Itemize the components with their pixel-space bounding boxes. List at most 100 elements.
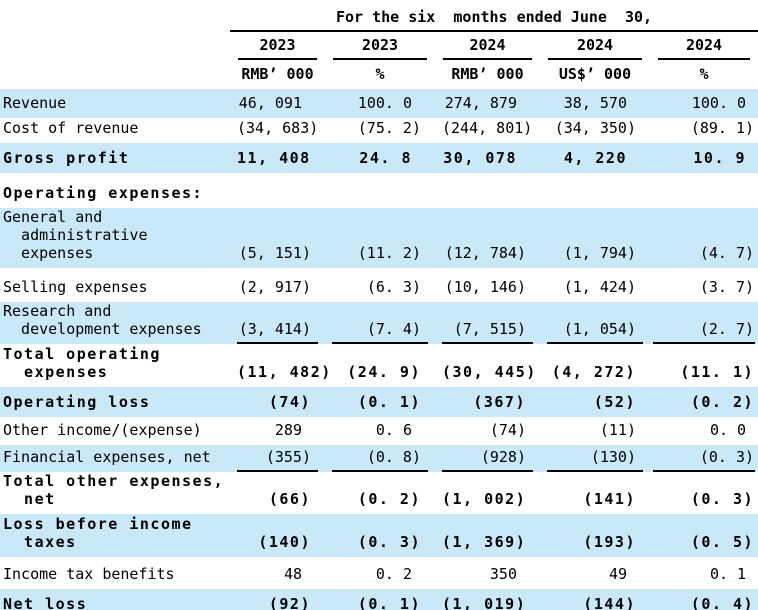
cell-value: (1, 002) <box>442 490 527 508</box>
year-header: 2024 <box>443 36 532 60</box>
cell-value: (30, 445) <box>442 363 537 381</box>
cell-value: (7, 515) <box>442 320 533 344</box>
table-row-other-income-expense: Other income/(expense) 289 0. 6 (74) (11… <box>0 417 758 445</box>
table-row-research-development: Research and development expenses (3, 41… <box>0 302 758 344</box>
cell-value: (92) <box>268 595 311 610</box>
row-label: Financial expenses, net <box>0 445 230 472</box>
row-label: Revenue <box>0 89 230 118</box>
cell-value: (4. 7) <box>699 244 755 262</box>
cell-value: (34, 683) <box>237 119 319 137</box>
cell-value: 48 <box>283 565 302 583</box>
table-row-operating-expenses-header: Operating expenses: <box>0 173 758 208</box>
row-label: Cost of revenue <box>3 119 139 137</box>
cell-value: 24. 8 <box>359 149 412 167</box>
cell-value: (11, 482) <box>237 363 332 381</box>
cell-value: 30, 078 <box>443 149 517 167</box>
cell-value: (7. 4) <box>332 320 428 344</box>
unit-header: US$’ 000 <box>558 65 632 83</box>
row-label: Total other expenses, net <box>3 472 225 508</box>
unit-header: RMB’ 000 <box>451 65 524 83</box>
cell-value: (2, 917) <box>238 278 311 296</box>
cell-value: (0. 5) <box>690 533 755 551</box>
table-row-net-loss: Net loss (92) (0. 1) (1, 019) (144) (0. … <box>0 589 758 610</box>
cell-value: 4, 220 <box>563 149 627 167</box>
row-label: Gross profit <box>0 143 230 173</box>
cell-value: (0. 1) <box>357 393 421 411</box>
row-label: General and administrative expenses <box>0 208 230 268</box>
table-row-revenue: Revenue 46, 091 100. 0 274, 879 38, 570 … <box>0 89 758 118</box>
table-header-years-row: 2023 2023 2024 2024 2024 <box>0 31 758 60</box>
cell-value: (5, 151) <box>238 244 311 262</box>
cell-value: (2. 7) <box>653 320 756 344</box>
row-label: Operating expenses: <box>3 184 204 202</box>
cell-value: (0. 3) <box>653 448 756 472</box>
row-label: Other income/(expense) <box>3 421 202 439</box>
table-row-loss-before-income-taxes: Loss before income taxes (140) (0. 3) (1… <box>0 514 758 557</box>
unit-header: % <box>375 65 385 83</box>
cell-value: (6. 3) <box>366 278 421 296</box>
unit-header: % <box>699 65 709 83</box>
header-spacer <box>0 0 230 31</box>
cell-value: (10, 146) <box>444 278 526 296</box>
table-row-income-tax-benefits: Income tax benefits 48 0. 2 350 49 0. 1 <box>0 557 758 589</box>
cell-value: (355) <box>237 448 318 472</box>
header-spacer <box>0 31 230 60</box>
cell-value: (11. 2) <box>357 244 421 262</box>
cell-value: (75. 2) <box>357 119 421 137</box>
cell-value: (89. 1) <box>690 119 755 137</box>
row-label: Research and development expenses <box>0 302 230 344</box>
row-label: Total operating expenses <box>3 345 161 381</box>
cell-value: (74) <box>268 393 311 411</box>
cell-value: (0. 3) <box>690 490 755 508</box>
cell-value: 10. 9 <box>693 149 747 167</box>
table-header-units-row: RMB’ 000 % RMB’ 000 US$’ 000 % <box>0 60 758 89</box>
cell-value: (12, 784) <box>444 244 526 262</box>
year-header: 2023 <box>333 36 427 60</box>
row-label: Income tax benefits <box>3 565 175 583</box>
row-label: Net loss <box>0 589 230 610</box>
cell-value: (11) <box>599 421 636 439</box>
unit-header: RMB’ 000 <box>241 65 314 83</box>
cell-value: (141) <box>583 490 636 508</box>
cell-value: 38, 570 <box>563 94 627 112</box>
cell-value: (0. 2) <box>357 490 421 508</box>
year-header: 2024 <box>548 36 642 60</box>
cell-value: 289 <box>274 421 302 439</box>
row-label: Operating loss <box>0 387 230 417</box>
cell-value: (3, 414) <box>237 320 318 344</box>
cell-value: (0. 1) <box>357 595 421 610</box>
cell-value: (34, 350) <box>554 119 636 137</box>
cell-value: (0. 3) <box>357 533 421 551</box>
row-label: Loss before income taxes <box>0 514 230 557</box>
cell-value: (928) <box>442 448 533 472</box>
cell-value: (0. 2) <box>690 393 755 411</box>
cell-value: 350 <box>489 565 517 583</box>
cell-value: 100. 0 <box>691 94 747 112</box>
table-row-financial-expenses: Financial expenses, net (355) (0. 8) (92… <box>0 445 758 472</box>
row-label: Selling expenses <box>3 278 148 296</box>
cell-value: 11, 408 <box>237 149 311 167</box>
cell-value: 0. 6 <box>375 421 412 439</box>
year-header: 2023 <box>238 36 317 60</box>
cell-value: 49 <box>608 565 627 583</box>
cell-value: 46, 091 <box>238 94 302 112</box>
cell-value: (244, 801) <box>442 119 533 137</box>
cell-value: 0. 0 <box>709 421 747 439</box>
cell-value: (193) <box>583 533 636 551</box>
cell-value: 0. 2 <box>375 565 412 583</box>
header-spacer <box>0 60 230 89</box>
cell-value: (0. 4) <box>690 595 755 610</box>
cell-value: (74) <box>489 421 526 439</box>
table-row-operating-loss: Operating loss (74) (0. 1) (367) (52) (0… <box>0 387 758 417</box>
table-title: For the six months ended June 30, <box>230 0 758 32</box>
table-row-cost-of-revenue: Cost of revenue (34, 683) (75. 2) (244, … <box>0 118 758 143</box>
cell-value: (3. 7) <box>699 278 755 296</box>
table-header-title-row: For the six months ended June 30, <box>0 0 758 32</box>
table-row-total-other-expenses: Total other expenses, net (66) (0. 2) (1… <box>0 472 758 514</box>
cell-value: (24. 9) <box>347 363 421 381</box>
cell-value: 274, 879 <box>444 94 517 112</box>
table-row-gross-profit: Gross profit 11, 408 24. 8 30, 078 4, 22… <box>0 143 758 173</box>
cell-value: (130) <box>547 448 643 472</box>
